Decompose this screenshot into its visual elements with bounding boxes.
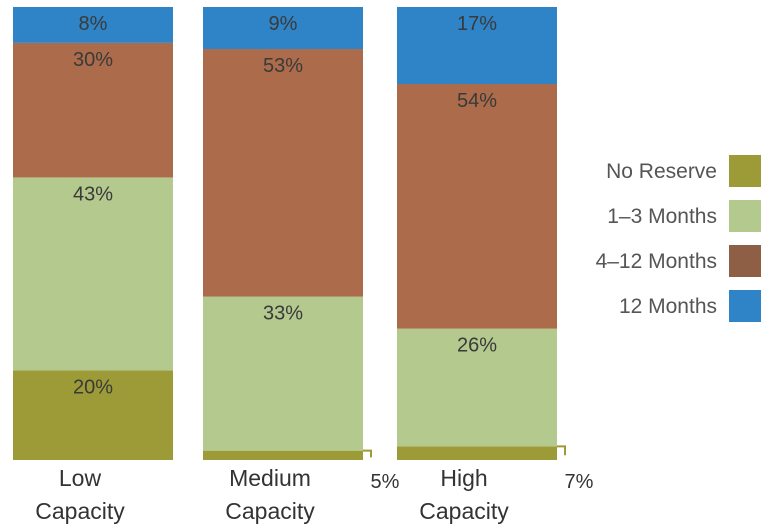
category-label: Capacity [419, 498, 509, 524]
data-label: 54% [457, 90, 497, 112]
category-label: Capacity [225, 498, 315, 524]
legend-label: 1–3 Months [607, 205, 717, 228]
legend-swatch [729, 245, 761, 277]
bar-segment [397, 7, 557, 85]
bar-segment [203, 7, 363, 50]
leader-line [557, 445, 566, 456]
data-label: 8% [79, 13, 108, 35]
data-label: 7% [565, 471, 594, 493]
data-label: 53% [263, 55, 303, 77]
legend-swatch [729, 155, 761, 187]
data-label: 33% [263, 303, 303, 325]
data-label: 5% [371, 471, 400, 493]
category-label: Medium [229, 465, 311, 491]
bar-segment [397, 84, 557, 329]
bar-segment [203, 296, 363, 451]
legend-label: 4–12 Months [596, 250, 717, 273]
leader-line [363, 449, 372, 458]
bar-segment [397, 328, 557, 447]
data-label: 26% [457, 335, 497, 357]
data-label: 9% [269, 13, 298, 35]
legend-swatch [729, 290, 761, 322]
category-label: Low [59, 465, 102, 491]
legend-label: 12 Months [619, 295, 717, 318]
bar-segment [13, 370, 173, 460]
data-label: 30% [73, 49, 113, 71]
bar-segment [13, 7, 173, 43]
legend-swatch [729, 200, 761, 232]
bar-segment [203, 450, 363, 460]
bar-segment [13, 42, 173, 178]
bar-segment [203, 49, 363, 297]
legend-label: No Reserve [606, 160, 717, 183]
category-label: High [440, 465, 487, 491]
data-label: 20% [73, 376, 113, 398]
data-label: 17% [457, 13, 497, 35]
bar-segment [13, 177, 173, 371]
category-label: Capacity [35, 498, 125, 524]
data-label: 43% [73, 183, 113, 205]
bar-segment [397, 446, 557, 460]
